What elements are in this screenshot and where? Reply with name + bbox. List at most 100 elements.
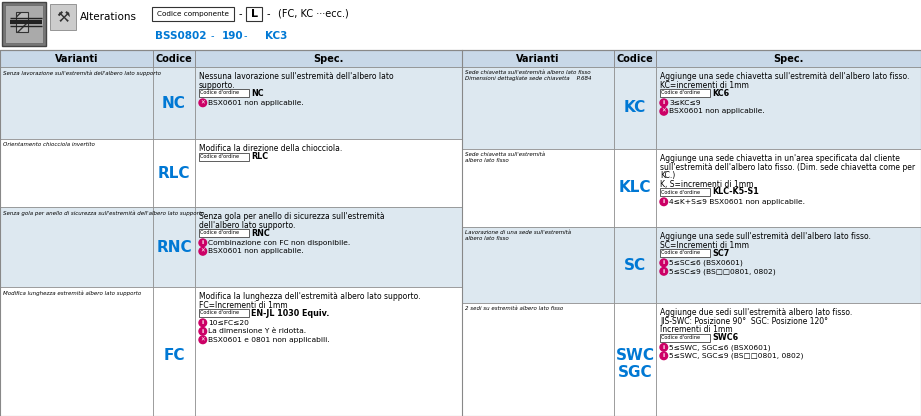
- Bar: [656, 303, 921, 416]
- Text: JIS-SWC: Posizione 90°  SGC: Posizione 120°: JIS-SWC: Posizione 90° SGC: Posizione 12…: [660, 317, 828, 325]
- Text: Modifica la direzione della chiocciola.: Modifica la direzione della chiocciola.: [199, 144, 343, 153]
- Bar: [16, 12, 28, 32]
- Text: SC=Incrementi di 1mm: SC=Incrementi di 1mm: [660, 240, 749, 250]
- Bar: [153, 67, 195, 139]
- Bar: [199, 89, 249, 97]
- Text: i: i: [663, 269, 665, 274]
- Circle shape: [660, 352, 668, 359]
- Text: KC.): KC.): [660, 171, 675, 180]
- Text: 2 sedi su estremità albero lato fisso: 2 sedi su estremità albero lato fisso: [465, 306, 564, 311]
- Bar: [195, 67, 462, 139]
- Text: Incrementi di 1mm: Incrementi di 1mm: [660, 325, 732, 334]
- Text: Codice: Codice: [156, 54, 192, 64]
- Bar: [462, 149, 614, 227]
- Bar: [0, 50, 153, 67]
- Bar: [153, 207, 195, 287]
- Text: -: -: [243, 31, 247, 41]
- Bar: [462, 67, 614, 149]
- Bar: [5, 5, 43, 43]
- Bar: [0, 139, 153, 207]
- Text: 4≤K+S≤9 BSX0601 non applicabile.: 4≤K+S≤9 BSX0601 non applicabile.: [669, 199, 805, 205]
- Text: SWC6: SWC6: [712, 333, 738, 342]
- Text: Codice componente: Codice componente: [157, 11, 229, 17]
- Text: i: i: [663, 345, 665, 350]
- Circle shape: [660, 198, 668, 206]
- Bar: [656, 227, 921, 303]
- Bar: [0, 50, 921, 416]
- Bar: [153, 287, 195, 416]
- Bar: [0, 0, 921, 50]
- Text: BSX0601 non applicabile.: BSX0601 non applicabile.: [208, 100, 304, 106]
- Circle shape: [199, 336, 206, 344]
- Text: Combinazione con FC non disponibile.: Combinazione con FC non disponibile.: [208, 240, 350, 246]
- Text: 5≤SWC, SGC≤9 (BS□□0801, 0802): 5≤SWC, SGC≤9 (BS□□0801, 0802): [669, 352, 803, 359]
- Bar: [656, 67, 921, 149]
- Text: ✕: ✕: [201, 249, 205, 254]
- Bar: [614, 303, 656, 416]
- Text: RLC: RLC: [251, 152, 268, 161]
- Text: Orientamento chiocciola invertito: Orientamento chiocciola invertito: [3, 142, 95, 147]
- Bar: [660, 334, 710, 342]
- Circle shape: [199, 248, 206, 255]
- Text: FC: FC: [163, 349, 185, 364]
- Bar: [153, 139, 195, 207]
- Text: KLC-K5-S1: KLC-K5-S1: [712, 188, 759, 196]
- Text: ✕: ✕: [201, 100, 205, 105]
- Text: K, S=incrementi di 1mm: K, S=incrementi di 1mm: [660, 179, 753, 188]
- Bar: [0, 287, 153, 416]
- Circle shape: [199, 239, 206, 247]
- Text: -: -: [266, 9, 270, 19]
- Text: La dimensione Y è ridotta.: La dimensione Y è ridotta.: [208, 328, 306, 334]
- Text: i: i: [663, 353, 665, 358]
- Text: i: i: [663, 100, 665, 105]
- Text: 10≤FC≤20: 10≤FC≤20: [208, 320, 249, 326]
- Text: ✕: ✕: [661, 109, 666, 114]
- Text: KC3: KC3: [265, 31, 287, 41]
- Text: L: L: [251, 9, 258, 19]
- Bar: [660, 188, 710, 196]
- Bar: [660, 249, 710, 257]
- Text: KC6: KC6: [712, 89, 729, 97]
- Text: Sede chiavetta sull'estremità albero lato fisso
Dimensioni dettagliate sede chia: Sede chiavetta sull'estremità albero lat…: [465, 70, 591, 81]
- Circle shape: [660, 99, 668, 106]
- Text: Codice d'ordine: Codice d'ordine: [661, 190, 700, 195]
- Text: ✕: ✕: [201, 337, 205, 342]
- Text: Aggiunge due sedi sull'estremità albero lato fisso.: Aggiunge due sedi sull'estremità albero …: [660, 308, 852, 317]
- Text: SWC
SGC: SWC SGC: [615, 348, 655, 380]
- Text: Aggiunge una sede chiavetta sull'estremità dell'albero lato fisso.: Aggiunge una sede chiavetta sull'estremi…: [660, 72, 909, 81]
- Bar: [656, 50, 921, 67]
- Bar: [2, 2, 46, 46]
- Text: i: i: [202, 320, 204, 325]
- Circle shape: [660, 267, 668, 275]
- Text: RNC: RNC: [157, 240, 192, 255]
- Text: SC: SC: [624, 258, 646, 272]
- Text: i: i: [663, 199, 665, 204]
- Bar: [614, 149, 656, 227]
- Text: Senza gola per anello di sicurezza sull'estremità dell'albero lato supporto: Senza gola per anello di sicurezza sull'…: [3, 210, 204, 215]
- Text: 190: 190: [222, 31, 244, 41]
- Text: Varianti: Varianti: [517, 54, 560, 64]
- Text: RLC: RLC: [157, 166, 191, 181]
- Text: sull'estremità dell'albero lato fisso. (Dim. sede chiavetta come per: sull'estremità dell'albero lato fisso. (…: [660, 163, 915, 171]
- Text: Codice d'ordine: Codice d'ordine: [661, 335, 700, 340]
- Text: 5≤SWC, SGC≤6 (BSX0601): 5≤SWC, SGC≤6 (BSX0601): [669, 344, 771, 351]
- Text: dell'albero lato supporto.: dell'albero lato supporto.: [199, 220, 296, 230]
- Bar: [199, 229, 249, 237]
- Text: Aggiunge una sede chiavetta in un'area specificata dal cliente: Aggiunge una sede chiavetta in un'area s…: [660, 154, 900, 163]
- Circle shape: [660, 259, 668, 267]
- Text: (FC, KC ···ecc.): (FC, KC ···ecc.): [278, 9, 349, 19]
- Circle shape: [199, 319, 206, 327]
- Text: KLC: KLC: [619, 181, 651, 196]
- Text: i: i: [663, 260, 665, 265]
- Text: Senza lavorazione sull'estremità dell'albero lato supporto: Senza lavorazione sull'estremità dell'al…: [3, 70, 161, 75]
- Text: Codice d'ordine: Codice d'ordine: [661, 91, 700, 96]
- Text: EN-JL 1030 Equiv.: EN-JL 1030 Equiv.: [251, 309, 330, 317]
- Text: BSX0601 non applicabile.: BSX0601 non applicabile.: [669, 108, 764, 114]
- Text: Codice d'ordine: Codice d'ordine: [200, 230, 239, 235]
- Text: 3≤KC≤9: 3≤KC≤9: [669, 100, 701, 106]
- Bar: [614, 50, 656, 67]
- Text: SC7: SC7: [712, 248, 729, 258]
- Text: supporto.: supporto.: [199, 81, 236, 89]
- Text: RNC: RNC: [251, 228, 270, 238]
- Bar: [195, 207, 462, 287]
